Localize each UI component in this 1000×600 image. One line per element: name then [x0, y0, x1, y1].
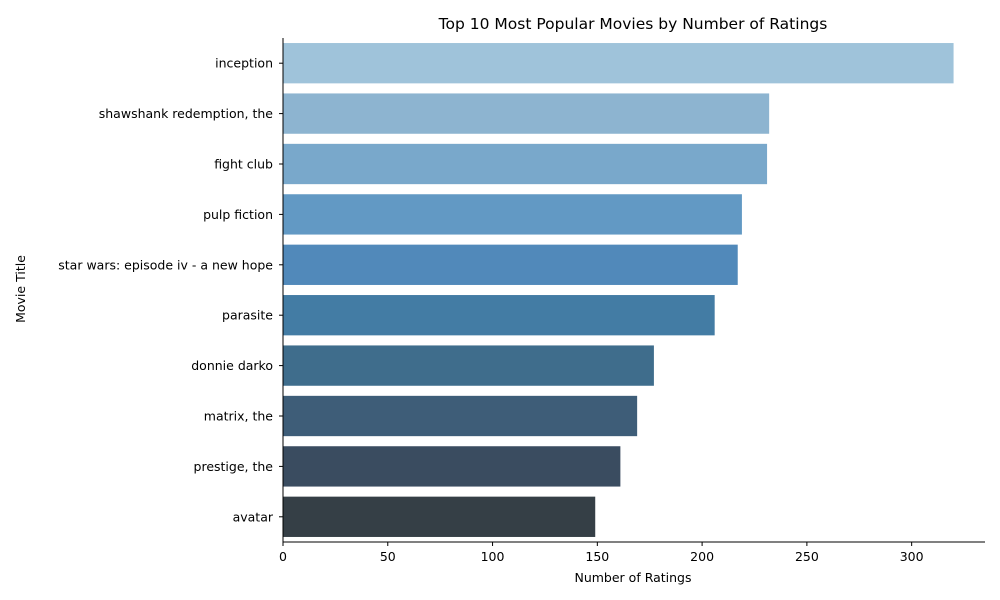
x-axis-label: Number of Ratings — [574, 570, 691, 585]
y-tick-label-7: matrix, the — [204, 409, 274, 424]
bar-8 — [283, 446, 621, 487]
bar-4 — [283, 244, 738, 285]
x-tick-label-4: 200 — [690, 549, 714, 564]
y-tick-label-2: fight club — [214, 157, 273, 172]
y-tick-label-8: prestige, the — [194, 459, 274, 474]
x-tick-label-1: 50 — [380, 549, 396, 564]
y-axis-label: Movie Title — [13, 255, 28, 323]
bar-9 — [283, 496, 596, 537]
bar-2 — [283, 143, 768, 185]
bar-7 — [283, 395, 638, 437]
y-tick-label-1: shawshank redemption, the — [99, 106, 274, 121]
y-ticks-group: inception shawshank redemption, the fight … — [58, 56, 283, 524]
x-tick-label-3: 150 — [585, 549, 609, 564]
x-tick-label-6: 300 — [900, 549, 924, 564]
bar-3 — [283, 194, 742, 235]
x-tick-label-2: 100 — [481, 549, 505, 564]
x-tick-label-0: 0 — [279, 549, 287, 564]
y-tick-label-9: avatar — [233, 509, 274, 524]
bars-group — [283, 43, 954, 537]
y-tick-label-5: parasite — [222, 308, 273, 323]
y-tick-label-4: star wars: episode iv - a new hope — [58, 257, 273, 272]
bar-1 — [283, 93, 770, 134]
bar-0 — [283, 43, 954, 84]
y-tick-label-3: pulp fiction — [203, 207, 273, 222]
bar-5 — [283, 295, 715, 336]
x-ticks-group: 0 50 100 150 200 250 300 — [279, 542, 924, 564]
y-tick-label-0: inception — [215, 56, 273, 71]
bar-6 — [283, 345, 654, 386]
y-tick-label-6: donnie darko — [191, 358, 273, 373]
chart-title: Top 10 Most Popular Movies by Number of … — [438, 15, 828, 33]
x-tick-label-5: 250 — [795, 549, 819, 564]
